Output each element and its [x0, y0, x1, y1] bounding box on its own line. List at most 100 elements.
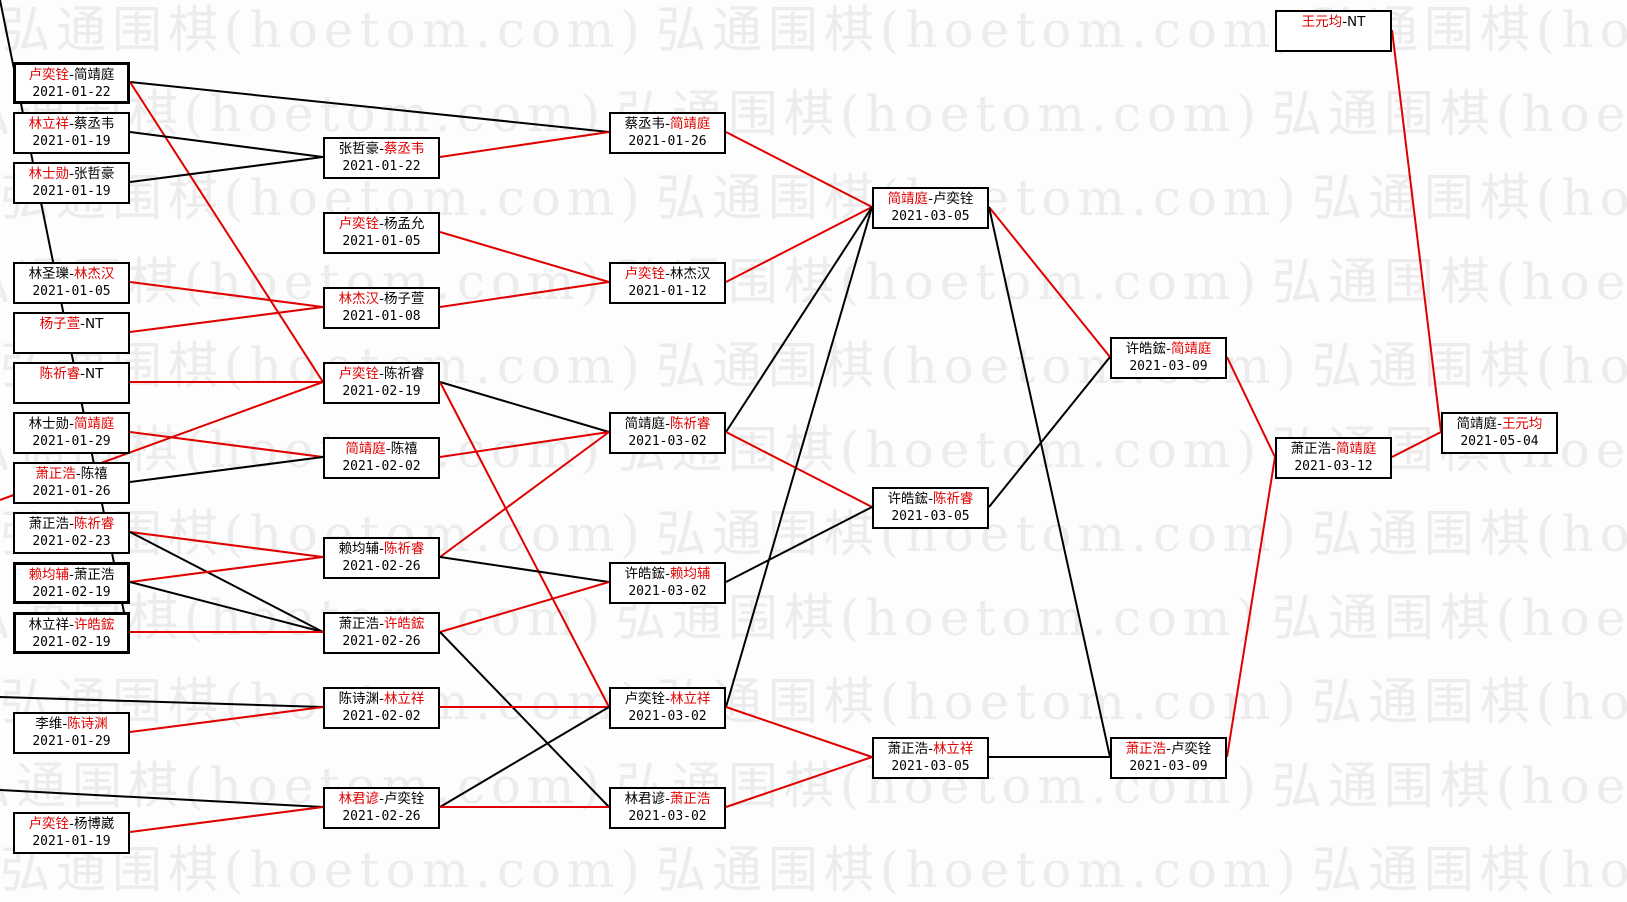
watermark-text: 弘通围棋(hoetom.com)	[1271, 85, 1627, 143]
winner-connector	[439, 381, 610, 708]
match-box: 林士勋-简靖庭 2021-01-29	[13, 412, 130, 454]
match-date: 2021-01-29	[32, 434, 111, 449]
match-players: 林圣瓅-林杰汉	[15, 265, 128, 283]
match-box: 卢奕铨-林杰汉 2021-01-12	[609, 262, 726, 304]
match-players: 简靖庭-陈禧	[325, 440, 438, 458]
player-2: 简靖庭	[73, 67, 115, 83]
separator: -	[379, 141, 384, 157]
player-2: 简靖庭	[73, 416, 115, 432]
player-1: 林君谚	[338, 791, 380, 807]
match-players: 萧正浩-简靖庭	[1277, 440, 1390, 458]
winner-connector	[439, 431, 610, 458]
player-2: 蔡丞韦	[73, 116, 115, 132]
player-1: 简靖庭	[345, 441, 386, 457]
player-1: 简靖庭	[1456, 416, 1498, 432]
match-players: 卢奕铨-陈祈睿	[325, 365, 438, 383]
match-box: 林君谚-萧正浩 2021-03-02	[609, 787, 726, 829]
loser-connector	[0, 789, 324, 808]
winner-connector	[1226, 356, 1276, 458]
player-2: 陈禧	[390, 441, 418, 457]
match-players: 张哲豪-蔡丞韦	[325, 140, 438, 158]
separator: -	[69, 67, 74, 83]
player-2: 陈诗渊	[67, 716, 108, 732]
match-date: 2021-01-22	[32, 85, 111, 100]
match-players: 简靖庭-卢奕铨	[874, 190, 987, 208]
match-box: 卢奕铨-陈祈睿 2021-02-19	[323, 362, 440, 404]
winner-connector	[129, 81, 324, 383]
player-2: 林杰汉	[73, 266, 115, 282]
player-2: 卢奕铨	[383, 791, 425, 807]
match-players: 简靖庭-陈祈睿	[611, 415, 724, 433]
match-date: 2021-01-26	[32, 484, 111, 499]
separator: -	[1166, 341, 1171, 357]
separator: -	[379, 366, 384, 382]
loser-connector	[439, 631, 610, 808]
loser-connector	[0, 696, 324, 708]
match-date: 2021-01-19	[32, 134, 111, 149]
separator: -	[75, 466, 81, 482]
separator: -	[69, 266, 74, 282]
match-box: 许皓鋐-简靖庭 2021-03-09	[1110, 337, 1227, 379]
player-2: 陈祈睿	[669, 416, 711, 432]
match-players: 杨子萱-NT	[15, 315, 128, 333]
player-1: 卢奕铨	[28, 67, 70, 83]
player-2: 卢奕铨	[1170, 741, 1212, 757]
match-date: 2021-01-12	[628, 284, 707, 299]
winner-connector	[439, 431, 610, 558]
match-players: 林立祥-许皓鋐	[16, 616, 127, 634]
player-1: 林君谚	[624, 791, 666, 807]
separator: -	[1331, 441, 1336, 457]
match-date: 2021-01-08	[342, 309, 421, 324]
match-box: 李维-陈诗渊 2021-01-29	[13, 712, 130, 754]
separator: -	[665, 791, 670, 807]
winner-connector	[725, 706, 873, 758]
match-date: 2021-03-05	[891, 209, 970, 224]
match-date: 2021-02-19	[32, 635, 111, 650]
match-players: 林君谚-萧正浩	[611, 790, 724, 808]
match-players: 林士勋-简靖庭	[15, 415, 128, 433]
player-2: 简靖庭	[669, 116, 711, 132]
player-2: 陈祈睿	[73, 516, 115, 532]
watermark-text: 弘通围棋(hoetom.com)	[1311, 505, 1627, 563]
match-date: 2021-03-02	[628, 434, 707, 449]
watermark-text: 弘通围棋(hoetom.com)	[0, 1, 646, 59]
match-date: 2021-03-12	[1294, 459, 1373, 474]
player-2: 卢奕铨	[932, 191, 974, 207]
match-box: 萧正浩-林立祥 2021-03-05	[872, 737, 989, 779]
watermark-text: 弘通围棋(hoetom.com)	[1311, 169, 1627, 227]
separator: -	[379, 541, 384, 557]
separator: -	[69, 816, 74, 832]
watermark-text: 弘通围棋(hoetom.com)	[1271, 253, 1627, 311]
match-date: 2021-02-26	[342, 809, 421, 824]
match-box: 许皓鋐-陈祈睿 2021-03-05	[872, 487, 989, 529]
separator: -	[69, 416, 74, 432]
match-date: 2021-01-05	[32, 284, 111, 299]
separator: -	[379, 616, 384, 632]
match-date: 2021-02-26	[342, 559, 421, 574]
loser-connector	[129, 531, 324, 633]
player-1: 简靖庭	[624, 416, 666, 432]
player-1: 萧正浩	[1125, 741, 1167, 757]
match-box: 卢奕铨-林立祥 2021-03-02	[609, 687, 726, 729]
player-2: NT	[85, 366, 104, 382]
match-players: 萧正浩-林立祥	[874, 740, 987, 758]
match-box: 林立祥-许皓鋐 2021-02-19	[13, 612, 130, 654]
match-box: 陈诗渊-林立祥 2021-02-02	[323, 687, 440, 729]
match-date: 2021-02-19	[342, 384, 421, 399]
separator: -	[1166, 741, 1171, 757]
player-2: NT	[1347, 14, 1366, 30]
player-1: 林立祥	[28, 116, 70, 132]
winner-connector	[439, 581, 610, 633]
separator: -	[80, 366, 85, 382]
separator: -	[379, 291, 384, 307]
separator: -	[69, 166, 74, 182]
player-2: 蔡丞韦	[383, 141, 425, 157]
match-box: 简靖庭-卢奕铨 2021-03-05	[872, 187, 989, 229]
player-1: 赖均辅	[338, 541, 380, 557]
match-date: 2021-01-29	[32, 734, 111, 749]
winner-connector	[439, 231, 610, 283]
player-2: 简靖庭	[1170, 341, 1212, 357]
player-1: 卢奕铨	[28, 816, 70, 832]
player-2: 林立祥	[669, 691, 711, 707]
match-players: 卢奕铨-林立祥	[611, 690, 724, 708]
